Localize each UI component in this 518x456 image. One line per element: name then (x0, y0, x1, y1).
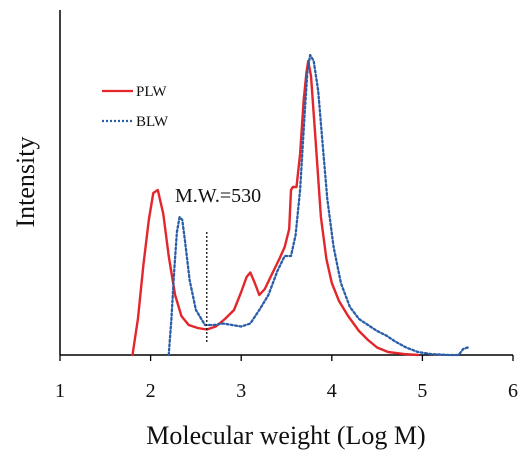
annotation-label: M.W.=530 (175, 185, 261, 207)
plot-area: 1 2 3 4 5 6 M.W.=530 (55, 10, 518, 402)
x-tick-label-4: 4 (327, 380, 337, 402)
x-tick-label-5: 5 (417, 380, 427, 402)
y-axis-title: Intensity (11, 137, 40, 228)
x-axis-title: Molecular weight (Log M) (146, 421, 425, 450)
series-line-blw (167, 53, 469, 357)
x-tick-label-2: 2 (146, 380, 156, 402)
x-tick-label-3: 3 (236, 380, 246, 402)
legend-label-plw: PLW (136, 84, 167, 100)
x-tick-label-6: 6 (508, 380, 518, 402)
legend: PLW BLW (102, 84, 169, 130)
x-ticks (59, 355, 514, 361)
legend-label-blw: BLW (136, 114, 169, 130)
x-tick-label-1: 1 (55, 380, 65, 402)
x-tick-labels: 1 2 3 4 5 6 (55, 380, 518, 402)
series-line-plw (131, 59, 420, 357)
series-group (131, 53, 469, 357)
